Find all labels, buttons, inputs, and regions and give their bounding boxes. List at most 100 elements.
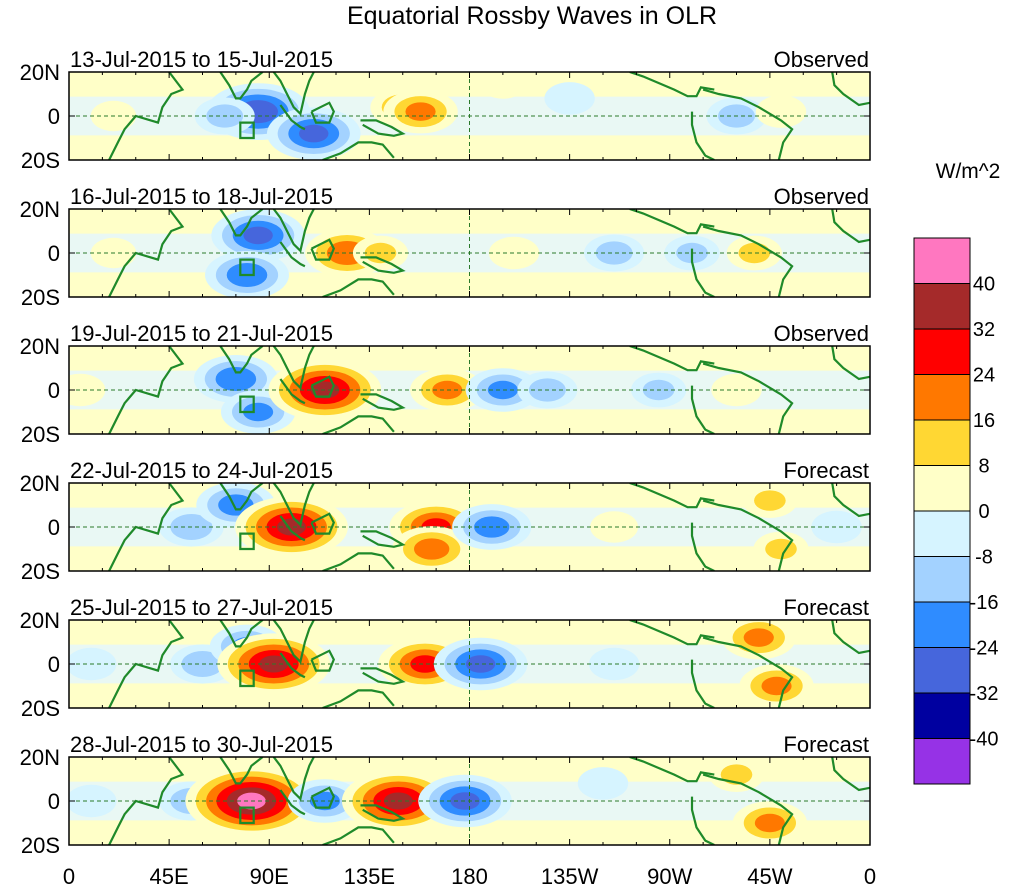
x-tick-label: 135W [541,864,599,889]
colorbar-label: 8 [978,456,989,478]
colorbar-swatch [913,738,971,785]
x-tick-label: 180 [451,864,488,889]
coastline [690,796,715,845]
colorbar-swatch [913,647,971,694]
coastline [629,72,715,98]
coastline [310,649,336,672]
y-tick-label: 0 [48,789,60,814]
colorbar-swatch [913,556,971,603]
anomaly-contour [243,402,274,422]
reference-box [239,806,255,825]
coastline [360,667,406,685]
reference-box [239,395,255,414]
anomaly-contour [416,539,447,559]
y-tick-label: 20N [20,197,60,222]
coastline [219,757,264,785]
coastline [219,72,264,100]
coastline [219,620,264,648]
reference-box [239,258,255,277]
coastline [108,72,185,160]
colorbar-swatch [913,419,971,466]
y-tick-label: 20N [20,608,60,633]
coastline [322,552,395,571]
x-tick-label: 45E [150,864,189,889]
coastline [831,757,870,792]
coastline [702,636,794,708]
anomaly-contour [720,764,753,785]
colorbar-label: 32 [973,319,995,341]
coastline [108,757,185,845]
anomaly-contour [220,495,251,515]
coastline [831,72,870,107]
anomaly-contour [754,813,785,833]
x-tick-label: 0 [63,864,75,889]
colorbar-label: 24 [973,365,995,387]
anomaly-contour [597,516,631,538]
coastline [272,209,315,253]
coastline [310,786,336,809]
panel-1: 20N 0 20S 13-Jul-2015 to 15-Jul-2015 Observe… [20,47,871,173]
coastline [310,375,336,398]
colorbar-swatch [913,237,971,284]
coastline [702,88,794,160]
coastline [310,238,336,261]
panel-date-range: 19-Jul-2015 to 21-Jul-2015 [70,321,333,346]
y-tick-label: 20N [20,60,60,85]
coastline [272,483,315,527]
x-tick-label: 45W [747,864,792,889]
y-tick-label: 0 [48,104,60,129]
coastline [219,483,264,511]
panels-group: 20N 0 20S 13-Jul-2015 to 15-Jul-2015 Observe… [20,47,871,858]
colorbar-label: -16 [970,592,999,614]
y-tick-label: 0 [48,241,60,266]
coastline [279,652,306,679]
panel-date-range: 16-Jul-2015 to 18-Jul-2015 [70,184,333,209]
coastline [360,530,406,548]
panel-status: Observed [774,184,869,209]
panel-5: 20N 0 20S 25-Jul-2015 to 27-Jul-2015 Forecas… [20,595,871,721]
y-tick-label: 0 [48,378,60,403]
coastline [219,209,264,237]
coastline [690,522,715,571]
colorbar-label: 16 [973,410,995,432]
coastline [360,804,406,822]
coastline [690,248,715,297]
coastline [279,241,306,268]
panel-date-range: 13-Jul-2015 to 15-Jul-2015 [70,47,333,72]
panel-3: 20N 0 20S 19-Jul-2015 to 21-Jul-2015 Observe… [20,321,871,447]
x-tick-label: 90W [647,864,692,889]
coastline [108,209,185,297]
chart-title: Equatorial Rossby Waves in OLR [347,2,717,30]
colorbar-label: 40 [973,274,995,296]
reference-box [239,669,255,688]
reference-box [239,532,255,551]
coastline [310,101,336,124]
panel-status: Observed [774,47,869,72]
anomaly-contour [598,243,630,263]
y-tick-label: 20N [20,471,60,496]
colorbar-swatch [913,601,971,648]
colorbar-label: -40 [970,729,999,751]
reference-box [239,121,255,140]
y-tick-label: 0 [48,652,60,677]
colorbar-swatch [913,374,971,421]
anomaly-contour [487,380,518,400]
anomaly-contour [754,490,786,511]
x-tick-label: 0 [864,864,876,889]
coastline [360,393,406,411]
coastline [279,789,306,816]
coastline [629,757,715,783]
colorbar-swatch [913,283,971,330]
coastline [322,141,395,160]
anomaly-contour [598,653,631,675]
coastline [322,415,395,434]
coastline [279,104,306,131]
anomaly-contour [69,379,97,401]
y-tick-label: 20S [21,696,60,721]
coastline [831,346,870,381]
x-tick-label: 90E [250,864,289,889]
anomaly-contour [738,242,771,264]
y-tick-label: 20S [21,285,60,310]
coastline [690,111,715,160]
